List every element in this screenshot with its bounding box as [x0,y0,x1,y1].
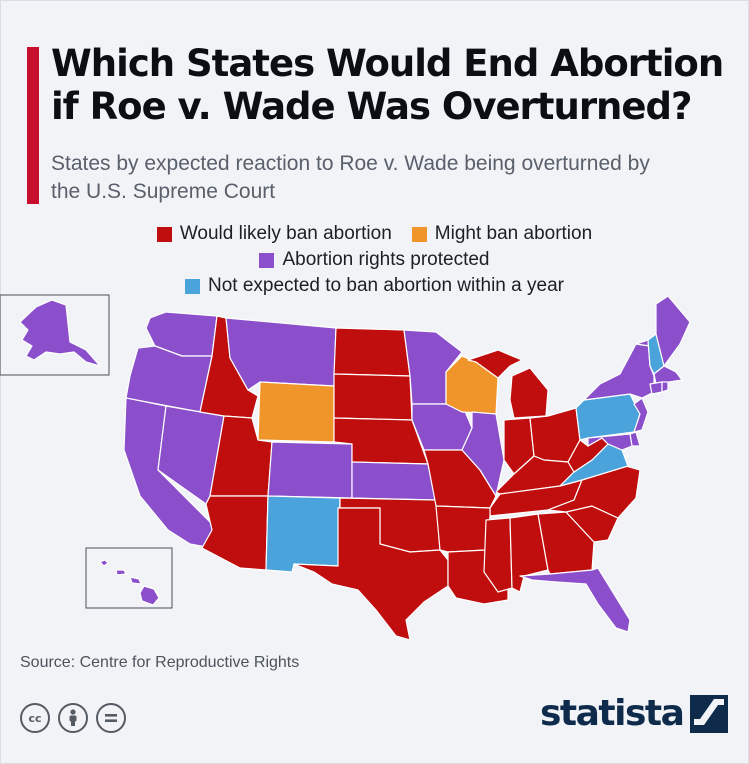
alaska-inset-box [0,294,110,376]
state-hi-4 [139,585,160,606]
state-co [267,441,353,499]
state-il [461,411,505,497]
legend-swatch-ban [156,226,172,242]
state-nm [265,495,341,573]
no-derivatives-icon[interactable] [96,703,126,733]
state-hi-1 [99,559,109,567]
state-ms [483,517,513,593]
cc-icon[interactable]: cc [20,703,50,733]
license-icons: cc [20,703,126,733]
source-note: Source: Centre for Reproductive Rights [20,654,300,671]
chart-subtitle: States by expected reaction to Roe v. Wa… [51,152,650,203]
state-ar [435,505,491,553]
state-nj [633,397,649,433]
legend-label-not-expected: Not expected to ban abortion within a ye… [208,275,564,296]
state-hi-2 [115,569,127,576]
equals-glyph [105,714,117,722]
state-az [201,495,269,571]
state-nd [333,327,411,377]
logo-wordmark: statista [540,693,685,734]
legend: Would likely ban abortion Might ban abor… [0,221,749,299]
state-me [655,295,691,367]
legend-swatch-protected [259,252,275,268]
legend-item-ban: Would likely ban abortion [156,223,392,245]
state-tx [293,507,449,641]
state-ma [653,365,683,385]
chart-title: Which States Would End Abortion if Roe v… [51,42,724,128]
state-ri [661,381,669,393]
state-ak [19,299,101,367]
state-mt [225,317,337,391]
us-states-map [0,294,691,641]
legend-swatch-not-expected [185,278,201,294]
attribution-icon[interactable] [58,703,88,733]
legend-label-ban: Would likely ban abortion [179,223,392,244]
legend-label-protected: Abortion rights protected [282,249,490,270]
accent-bar [27,47,39,204]
state-wy [257,381,335,443]
legend-item-might: Might ban abortion [411,223,593,245]
state-md [587,433,633,451]
hawaii-inset-box [85,547,173,609]
state-hi-3 [129,576,142,585]
statista-logo-icon [690,694,729,733]
state-wi [445,355,499,415]
state-pa [575,393,641,441]
state-ks [351,461,437,501]
state-ny [583,343,655,401]
state-ct [649,381,663,395]
state-sd [333,373,413,421]
legend-item-protected: Abortion rights protected [259,249,490,271]
legend-swatch-might [411,226,427,242]
state-fl [519,567,631,633]
person-glyph [69,709,77,726]
statista-logo[interactable]: statista [540,693,729,734]
legend-item-not-expected: Not expected to ban abortion within a ye… [185,275,564,297]
legend-label-might: Might ban abortion [434,223,593,244]
